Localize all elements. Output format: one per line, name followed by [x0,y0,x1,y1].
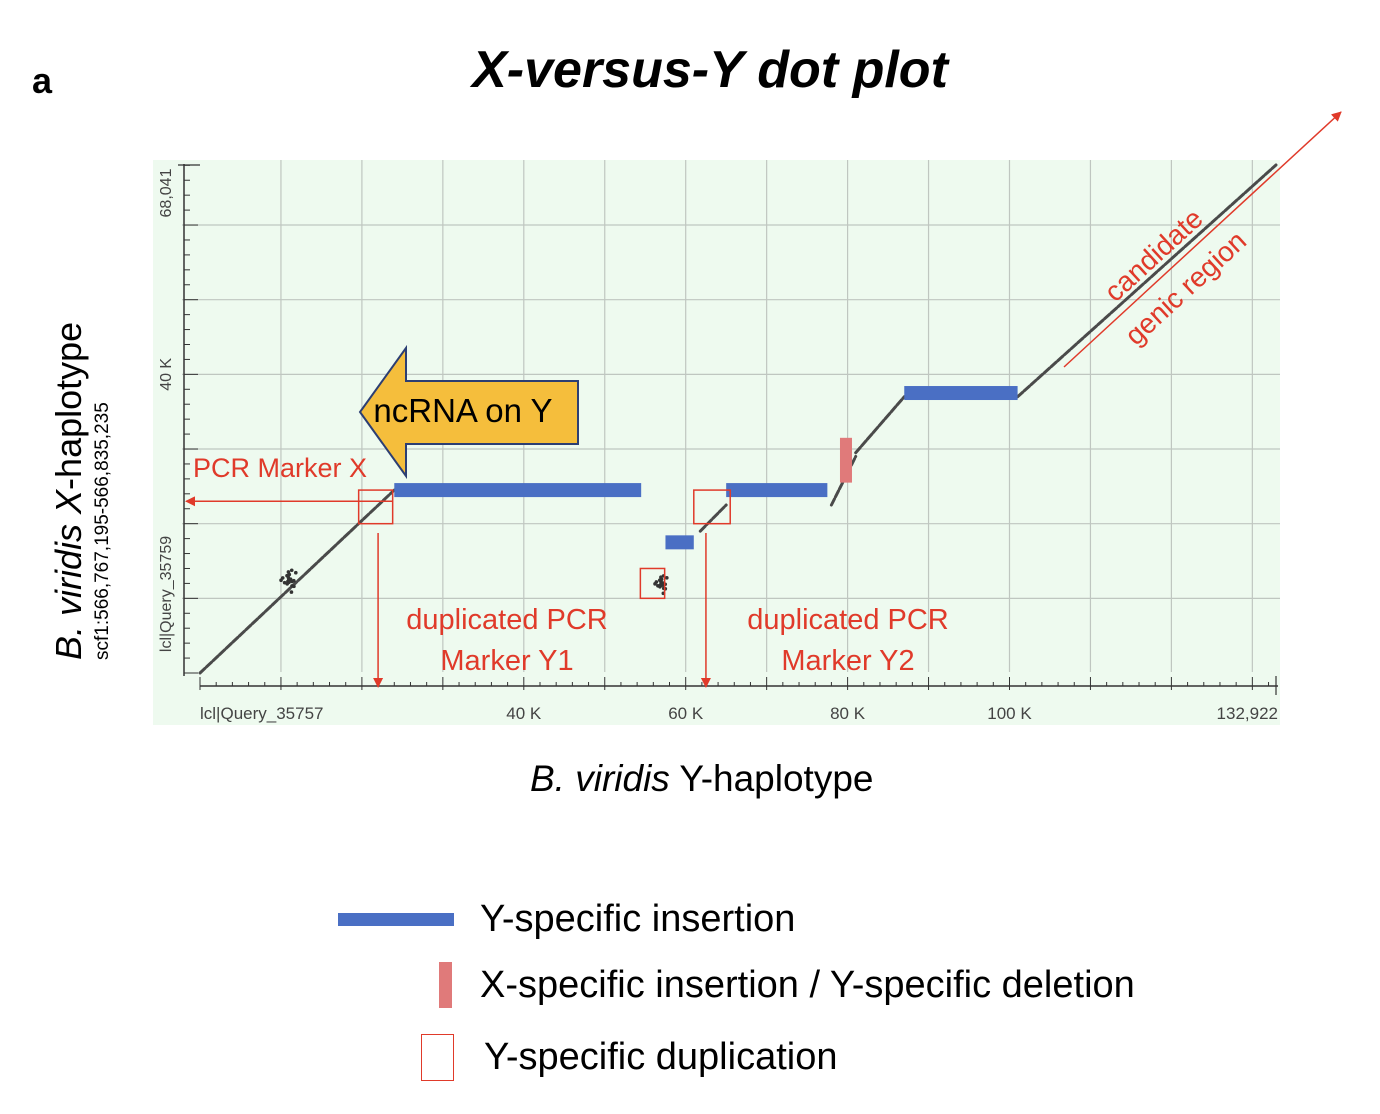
x-tick-label: 40 K [506,704,542,723]
dot-cluster-point [285,573,289,578]
legend-label-y-duplication: Y-specific duplication [484,1036,838,1078]
grid-lines [182,160,1280,672]
y-insertion-bar [726,483,828,498]
y-insertion-bar [394,483,642,498]
dot-cluster-point [665,576,669,580]
legend-label-x-insertion: X-specific insertion / Y-specific deleti… [480,963,1135,1006]
y-specific-duplications [357,489,731,600]
x-specific-insertions [839,437,852,483]
ncrna-arrow-label: ncRNA on Y [373,392,552,429]
dot-cluster-point [292,584,296,589]
legend-item-x-insertion: X-specific insertion / Y-specific deleti… [439,962,1135,1008]
dot-cluster-point [287,580,291,585]
panel-letter: a [32,60,53,101]
chart-title: X-versus-Y dot plot [472,41,948,99]
y-tick-label: 68,041 [158,168,175,217]
legend-swatch-red-bar [439,962,452,1008]
legend-swatch-red-box [421,1034,454,1081]
dot-cluster-point [287,577,291,582]
x-query-label: lcl|Query_35757 [200,704,324,723]
dot-cluster-point [659,583,664,588]
marker-y2-label-line1: duplicated PCR [747,604,949,636]
dot-cluster-point [289,568,294,573]
marker-y2-label-line2: Marker Y2 [781,645,914,677]
dot-cluster-point [653,582,657,586]
y-tick-label: 40 K [158,358,175,391]
y-query-label: lcl|Query_35759 [158,536,175,652]
dot-cluster-point [292,578,296,583]
legend-swatch-blue-bar [338,913,454,926]
x-axis-suffix: Y-haplotype [669,758,874,799]
marker-y1-label-line1: duplicated PCR [406,604,608,636]
legend-item-y-insertion: Y-specific insertion [338,898,795,941]
y-duplication-box [693,489,731,525]
y-insertion-bar [665,535,694,550]
annotations: PCR Marker X duplicated PCR Marker Y1 dupli… [185,111,1342,688]
alignment-segment [1016,163,1278,399]
x-insertion-bar [839,437,852,483]
legend-item-y-duplication: Y-specific duplication [421,1034,837,1081]
x-axis-label: B. viridis Y-haplotype [530,758,874,800]
y-specific-insertions [394,386,1018,550]
alignment-segment [698,503,728,533]
alignment-segment [854,395,906,455]
dot-cluster-point [279,578,283,583]
x-axis-species: B. viridis [530,758,670,799]
dot-cluster-point [657,578,662,583]
ncrna-block-arrow [358,344,579,480]
dot-cluster-point [286,570,291,574]
x-tick-label: 80 K [830,704,866,723]
tick-labels: 40 K 60 K 80 K 100 K 132,922 lcl|Query_35757 4… [158,168,1278,723]
pcr-marker-x-label: PCR Marker X [193,453,367,483]
y-insertion-bar [904,386,1018,401]
dot-cluster-point [293,570,298,575]
marker-y1-label-line2: Marker Y1 [440,645,573,677]
legend-label-y-insertion: Y-specific insertion [480,898,796,940]
x-tick-label: 60 K [668,704,704,723]
plot-background [153,160,1280,725]
candidate-region-arrow [1063,111,1342,368]
x-tick-label: 132,922 [1217,704,1278,723]
y-duplication-box [639,567,666,600]
alignment-segment [198,488,396,675]
x-tick-label: 100 K [987,704,1032,723]
y-duplication-box [357,489,394,525]
dot-cluster-point [289,590,294,594]
dot-cluster-point [659,575,663,580]
